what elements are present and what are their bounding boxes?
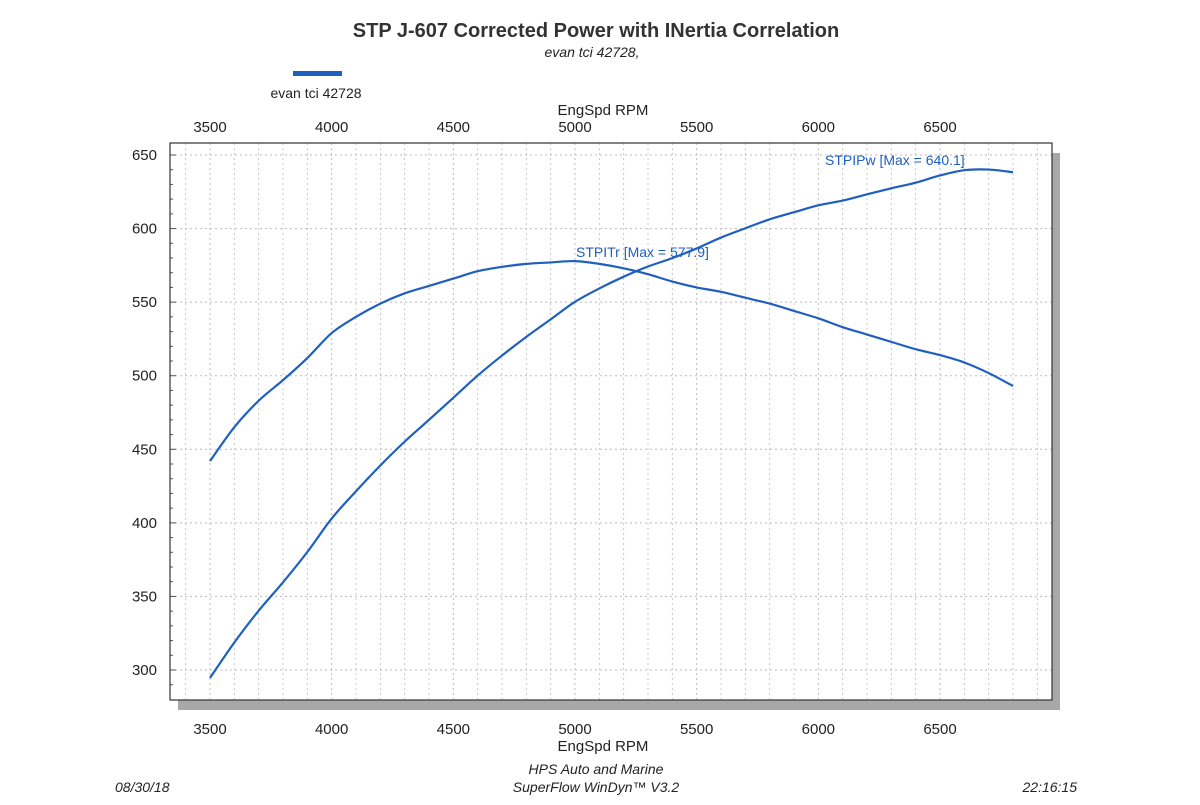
footer-software: SuperFlow WinDyn™ V3.2 [513,779,680,795]
x-tick-label-top: 6000 [802,119,835,136]
x-axis-label-bottom: EngSpd RPM [558,738,649,755]
x-tick-label-top: 4000 [315,119,348,136]
x-tick-label-top: 4500 [437,119,470,136]
x-tick-label-bottom: 6000 [802,721,835,738]
y-tick-label: 400 [132,515,157,532]
chart-title: STP J-607 Corrected Power with INertia C… [353,20,839,42]
x-tick-label-bottom: 5000 [558,721,591,738]
x-tick-label-bottom: 3500 [193,721,226,738]
x-tick-label-bottom: 4500 [437,721,470,738]
x-tick-label-bottom: 4000 [315,721,348,738]
plot-frame [169,142,1053,701]
x-tick-label-bottom: 5500 [680,721,713,738]
y-tick-label: 600 [132,221,157,238]
y-tick-label: 350 [132,588,157,605]
x-tick-label-top: 5000 [558,119,591,136]
y-tick-label: 300 [132,662,157,679]
x-tick-label-bottom: 6500 [923,721,956,738]
y-tick-label: 550 [132,294,157,311]
x-tick-label-top: 6500 [923,119,956,136]
footer-company: HPS Auto and Marine [529,761,664,777]
footer-time: 22:16:15 [1022,779,1078,795]
plot-area [170,143,1052,700]
footer-date: 08/30/18 [115,779,170,795]
y-tick-label: 500 [132,368,157,385]
y-tick-label: 450 [132,441,157,458]
y-tick-label: 650 [132,147,157,164]
x-tick-label-top: 5500 [680,119,713,136]
x-axis-label-top: EngSpd RPM [558,102,649,119]
series-line-stpipw [209,168,1014,679]
annotation-torque-max: STPITr [Max = 577.9] [576,244,709,260]
annotation-power-max: STPIPw [Max = 640.1] [825,152,965,168]
legend-label: evan tci 42728 [270,85,361,101]
legend-swatch [293,71,342,76]
x-tick-label-top: 3500 [193,119,226,136]
series-line-stpitr [209,259,1014,462]
chart-subtitle: evan tci 42728, [545,44,640,60]
